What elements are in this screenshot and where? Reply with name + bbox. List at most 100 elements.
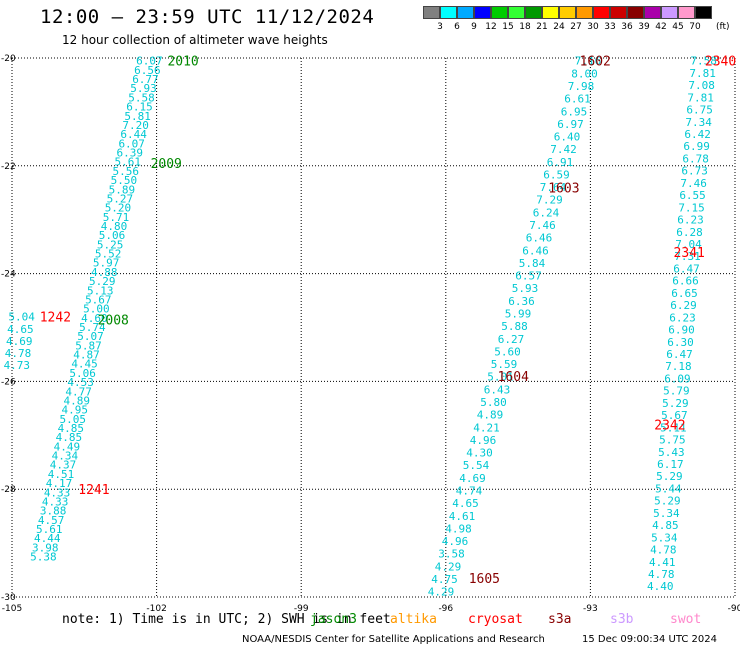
wave-height-value: 5.93 — [512, 282, 539, 295]
legend-swatch — [542, 6, 559, 19]
wave-height-value: 6.99 — [683, 140, 710, 153]
wave-height-value: 5.61 — [36, 523, 63, 536]
wave-height-value: 6.17 — [657, 458, 684, 471]
wave-height-value: 4.37 — [50, 459, 77, 472]
wave-height-value: 5.56 — [113, 165, 140, 178]
wave-height-value: 6.57 — [515, 270, 542, 283]
legend-swatch — [610, 6, 627, 19]
x-tick-label: -90 — [728, 604, 740, 614]
wave-height-value: 5.27 — [107, 192, 134, 205]
wave-height-value: 6.77 — [132, 73, 159, 86]
time-tag: 1605 — [469, 572, 500, 587]
wave-height-value: 8.00 — [571, 67, 598, 80]
wave-height-value: 5.54 — [463, 459, 490, 472]
legend-label: 36 — [621, 22, 633, 32]
wave-height-value: 4.33 — [42, 495, 69, 508]
wave-height-value: 4.60 — [81, 312, 108, 325]
legend-swatch — [525, 6, 542, 19]
wave-height-value: 4.29 — [435, 560, 462, 573]
wave-height-value: 5.88 — [501, 320, 528, 333]
legend-swatch — [644, 6, 661, 19]
wave-height-value: 4.65 — [7, 323, 34, 336]
wave-height-value: 6.39 — [116, 147, 143, 160]
wave-height-value: 3.98 — [32, 541, 59, 554]
wave-height-value: 4.96 — [470, 434, 497, 447]
wave-height-value: 7.18 — [665, 360, 692, 373]
wave-height-value: 5.74 — [79, 321, 106, 334]
x-tick-label: -102 — [146, 604, 166, 614]
wave-height-value: 6.24 — [533, 206, 560, 219]
wave-height-value: 7.98 — [568, 80, 595, 93]
wave-height-value: 4.53 — [67, 376, 94, 389]
axes: -105 -102 -99 -96 -93 -90 -20 -22 -24 -26 -28 -30 — [1, 54, 740, 614]
wave-height-value: 4.29 — [428, 586, 455, 599]
wave-height-value: 6.73 — [681, 165, 708, 178]
time-tag: 2008 — [98, 313, 129, 328]
wave-height-value: 7.46 — [680, 177, 707, 190]
time-tag: 2341 — [674, 246, 705, 261]
legend-swatch — [491, 6, 508, 19]
wave-height-value: 4.65 — [452, 497, 479, 510]
y-tick-label: -22 — [1, 162, 16, 172]
wave-height-value: 5.58 — [128, 91, 155, 104]
wave-height-value: 4.78 — [5, 347, 32, 360]
wave-height-value: 6.47 — [666, 348, 693, 361]
legend-swatch — [576, 6, 593, 19]
time-tag: 2342 — [654, 419, 685, 434]
wave-height-value: 4.69 — [6, 335, 33, 348]
wave-height-value: 6.95 — [561, 105, 588, 118]
wave-height-value: 4.75 — [431, 573, 458, 586]
wave-height-value: 6.46 — [522, 244, 549, 257]
wave-height-value: 5.99 — [505, 308, 532, 321]
x-tick-label: -105 — [2, 604, 22, 614]
wave-height-value: 6.09 — [664, 372, 691, 385]
wave-height-value: 3.58 — [438, 548, 465, 561]
legend-swatch — [678, 6, 695, 19]
wave-height-value: 5.67 — [85, 293, 112, 306]
time-tag: 1603 — [548, 181, 579, 196]
wave-height-value: 5.75 — [659, 434, 686, 447]
wave-height-value: 6.43 — [484, 383, 511, 396]
wave-height-value: 6.23 — [669, 311, 696, 324]
wave-height-value: 5.84 — [519, 257, 546, 270]
time-tag: 1242 — [40, 311, 71, 326]
wave-height-value: 4.89 — [477, 409, 504, 422]
wave-height-value: 4.85 — [652, 519, 679, 532]
wave-height-value: 4.21 — [473, 421, 500, 434]
wave-height-value: 6.65 — [671, 287, 698, 300]
legend-label: 30 — [587, 22, 599, 32]
time-tag: 2010 — [167, 55, 198, 70]
wave-height-value: 6.97 — [557, 118, 584, 131]
wave-height-value: 5.89 — [109, 183, 136, 196]
wave-height-value: 6.44 — [120, 128, 147, 141]
legend-label: 21 — [536, 22, 548, 32]
legend-swatch — [474, 6, 491, 19]
wave-height-value: 5.87 — [75, 339, 102, 352]
x-tick-label: -96 — [438, 604, 453, 614]
wave-height-value: 4.98 — [445, 522, 472, 535]
wave-height-value: 7.81 — [687, 91, 714, 104]
legend-swatch — [593, 6, 610, 19]
wave-height-value: 7.46 — [529, 219, 556, 232]
wave-height-value: 5.00 — [83, 303, 110, 316]
wave-height-value: 6.40 — [554, 131, 581, 144]
wave-height-value: 6.78 — [682, 152, 709, 165]
wave-height-value: 4.40 — [647, 580, 674, 593]
wave-height-value: 4.89 — [63, 394, 90, 407]
wave-height-value: 6.59 — [543, 168, 570, 181]
plot-frame — [11, 57, 736, 598]
satellite-s3a: s3a — [548, 612, 572, 627]
wave-height-value: 4.74 — [456, 484, 483, 497]
data-marks: 6.076.566.775.935.586.155.817.206.446.07… — [4, 55, 717, 599]
legend-label: 15 — [502, 22, 514, 32]
legend-label: 12 — [485, 22, 497, 32]
wave-height-value: 6.91 — [547, 156, 574, 169]
wave-height-value: 5.60 — [494, 345, 521, 358]
wave-height-value: 4.51 — [48, 468, 75, 481]
wave-height-value: 6.36 — [508, 295, 535, 308]
wave-height-value: 4.17 — [46, 477, 73, 490]
wave-height-value: 4.69 — [459, 472, 486, 485]
wave-height-value: 6.55 — [679, 189, 706, 202]
generated-timestamp: 15 Dec 09:00:34 UTC 2024 — [582, 634, 717, 645]
